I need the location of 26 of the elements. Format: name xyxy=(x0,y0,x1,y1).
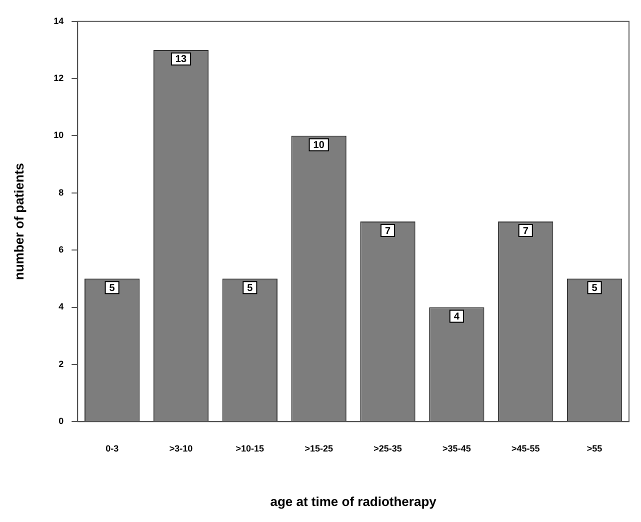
x-tick-label: >25-35 xyxy=(374,443,402,454)
data-label: 5 xyxy=(247,282,254,294)
y-tick-label: 2 xyxy=(58,358,64,369)
x-axis-title: age at time of radiotherapy xyxy=(270,494,438,509)
y-tick-label: 14 xyxy=(54,16,64,26)
data-label: 5 xyxy=(109,282,116,294)
data-label: 5 xyxy=(592,282,598,294)
data-label: 7 xyxy=(384,226,391,237)
data-label: 4 xyxy=(454,312,460,323)
x-tick-label: >15-25 xyxy=(304,443,333,454)
x-tick-label: >3-10 xyxy=(169,443,193,454)
y-tick-label: 0 xyxy=(58,416,64,426)
y-axis-title: number of patients xyxy=(11,162,26,280)
x-tick-label: >10-15 xyxy=(236,443,264,454)
data-label: 7 xyxy=(522,226,529,237)
data-label: 13 xyxy=(175,54,187,66)
x-tick-label: >35-45 xyxy=(442,443,471,454)
data-label: 10 xyxy=(313,140,325,151)
x-tick-label: >45-55 xyxy=(511,443,540,454)
y-tick-label: 10 xyxy=(54,130,64,140)
x-tick-label: 0-3 xyxy=(106,443,119,454)
x-tick-label: >55 xyxy=(586,443,602,454)
y-tick-label: 6 xyxy=(58,244,64,255)
y-tick-label: 8 xyxy=(58,187,64,198)
y-tick-label: 4 xyxy=(58,302,64,312)
y-tick-label: 12 xyxy=(54,73,64,84)
